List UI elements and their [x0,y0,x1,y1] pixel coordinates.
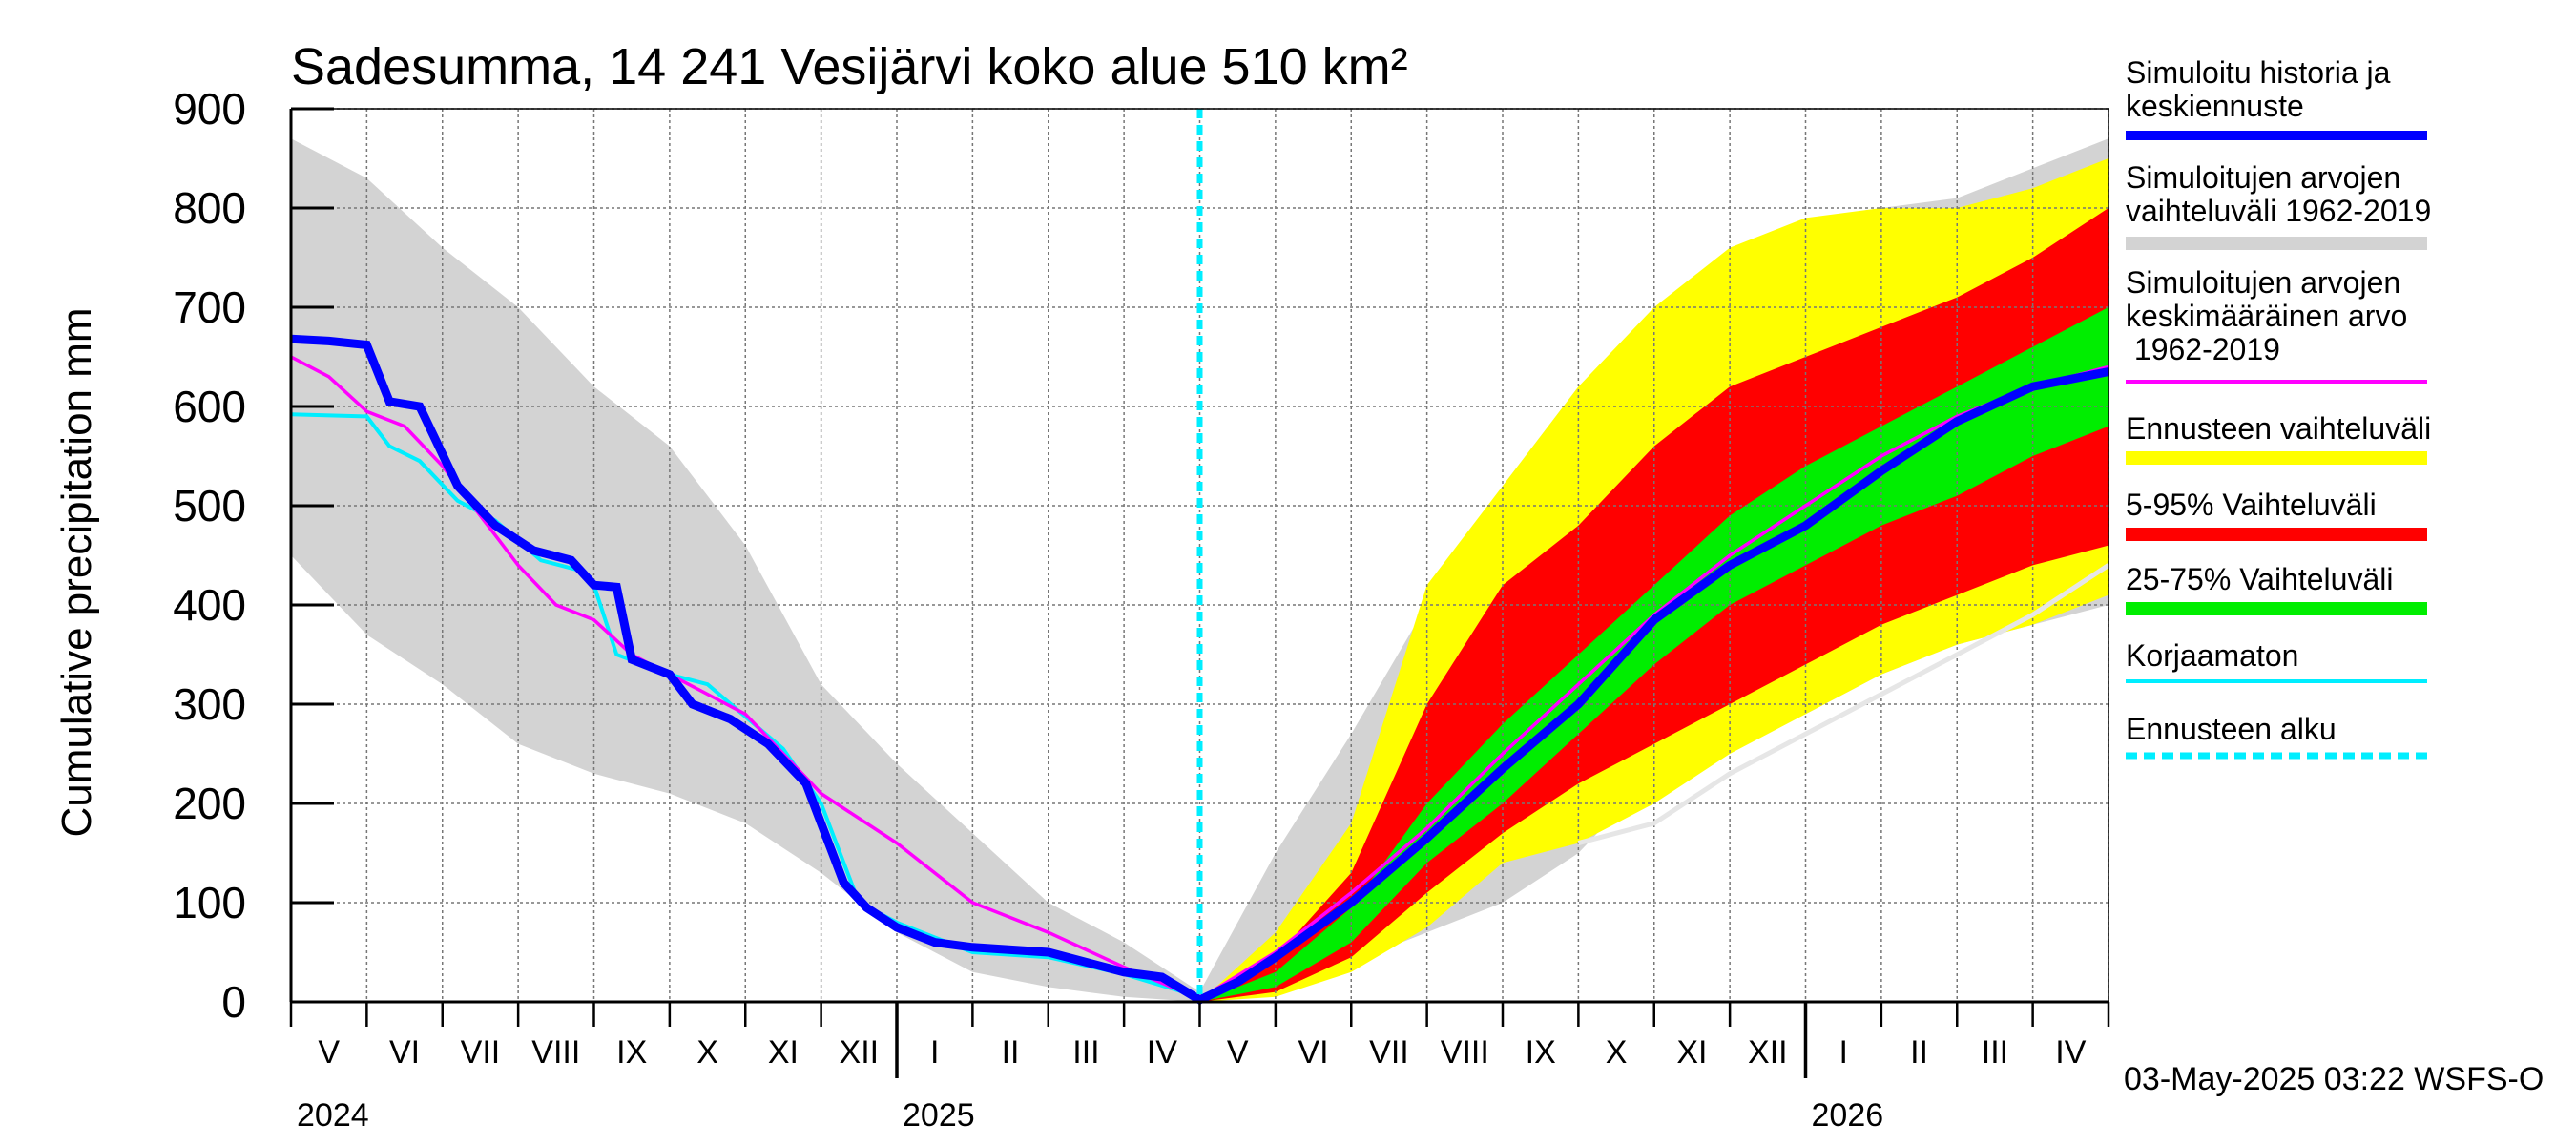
month-label: IV [1147,1034,1177,1071]
month-label: VIII [531,1034,580,1071]
timestamp: 03-May-2025 03:22 WSFS-O [2124,1061,2544,1097]
year-label: 2026 [1812,1097,1884,1134]
legend-item: Ennusteen alku [2126,712,2427,760]
grid-layer [290,108,2109,1003]
legend-label: Ennusteen vaihteluväli [2126,411,2431,446]
month-label: III [1982,1034,2008,1071]
sim-history-line [1577,563,2110,846]
month-label: III [1072,1034,1099,1071]
month-label: X [1606,1034,1628,1071]
y-tick-label: 500 [173,481,246,531]
legend: Simuloitu historia ja keskiennuste Simuloi… [2126,55,2431,760]
month-label: II [1910,1034,1928,1071]
month-label: VII [461,1034,501,1071]
month-label: IV [2055,1034,2086,1071]
legend-item: Korjaamaton [2126,638,2427,683]
month-label: X [696,1034,718,1071]
y-axis-label: Cumulative precipitation mm [53,307,100,837]
month-label: II [1002,1034,1020,1071]
legend-item: 25-75% Vaihteluväli [2126,562,2427,615]
month-label: I [930,1034,939,1071]
month-label: V [318,1034,340,1071]
chart-title: Sadesumma, 14 241 Vesijärvi koko alue 51… [291,38,1408,95]
month-label: XI [768,1034,799,1071]
y-tick-label: 0 [221,977,246,1027]
y-tick-label: 800 [173,183,246,233]
legend-label: Korjaamaton [2126,638,2298,673]
legend-item: Simuloitu historia ja keskiennuste [2126,55,2427,140]
lines-layer [290,109,2110,1005]
legend-item: Simuloitujen arvojen vaihteluväli 1962-20… [2126,160,2431,250]
month-label: VII [1369,1034,1409,1071]
y-tick-label: 600 [173,382,246,431]
month-label: VI [389,1034,420,1071]
y-tick-label: 400 [173,580,246,630]
month-label: IX [1526,1034,1556,1071]
month-label: VI [1298,1034,1329,1071]
legend-label: Simuloitujen arvojen keskimääräinen arvo … [2126,265,2407,366]
y-tick-label: 200 [173,779,246,828]
month-label: IX [616,1034,647,1071]
legend-label: Ennusteen alku [2126,712,2337,746]
month-label: I [1839,1034,1847,1071]
year-label: 2025 [903,1097,975,1134]
y-tick-label: 900 [173,84,246,134]
month-label: VIII [1441,1034,1489,1071]
legend-label: Simuloitujen arvojen vaihteluväli 1962-20… [2126,160,2431,228]
legend-label: 5-95% Vaihteluväli [2126,488,2377,522]
month-label: XII [840,1034,880,1071]
legend-label: 25-75% Vaihteluväli [2126,562,2393,596]
legend-label: Simuloitu historia ja keskiennuste [2126,55,2391,123]
month-label: XII [1748,1034,1788,1071]
legend-item: Ennusteen vaihteluväli [2126,411,2431,465]
y-tick-label: 700 [173,282,246,332]
history-line [290,334,2109,1005]
legend-item: 5-95% Vaihteluväli [2126,488,2427,541]
y-tick-label: 100 [173,878,246,927]
year-label: 2024 [297,1097,369,1134]
legend-item: Simuloitujen arvojen keskimääräinen arvo … [2126,265,2427,384]
month-label: V [1227,1034,1249,1071]
y-tick-label: 300 [173,679,246,729]
month-label: XI [1676,1034,1707,1071]
